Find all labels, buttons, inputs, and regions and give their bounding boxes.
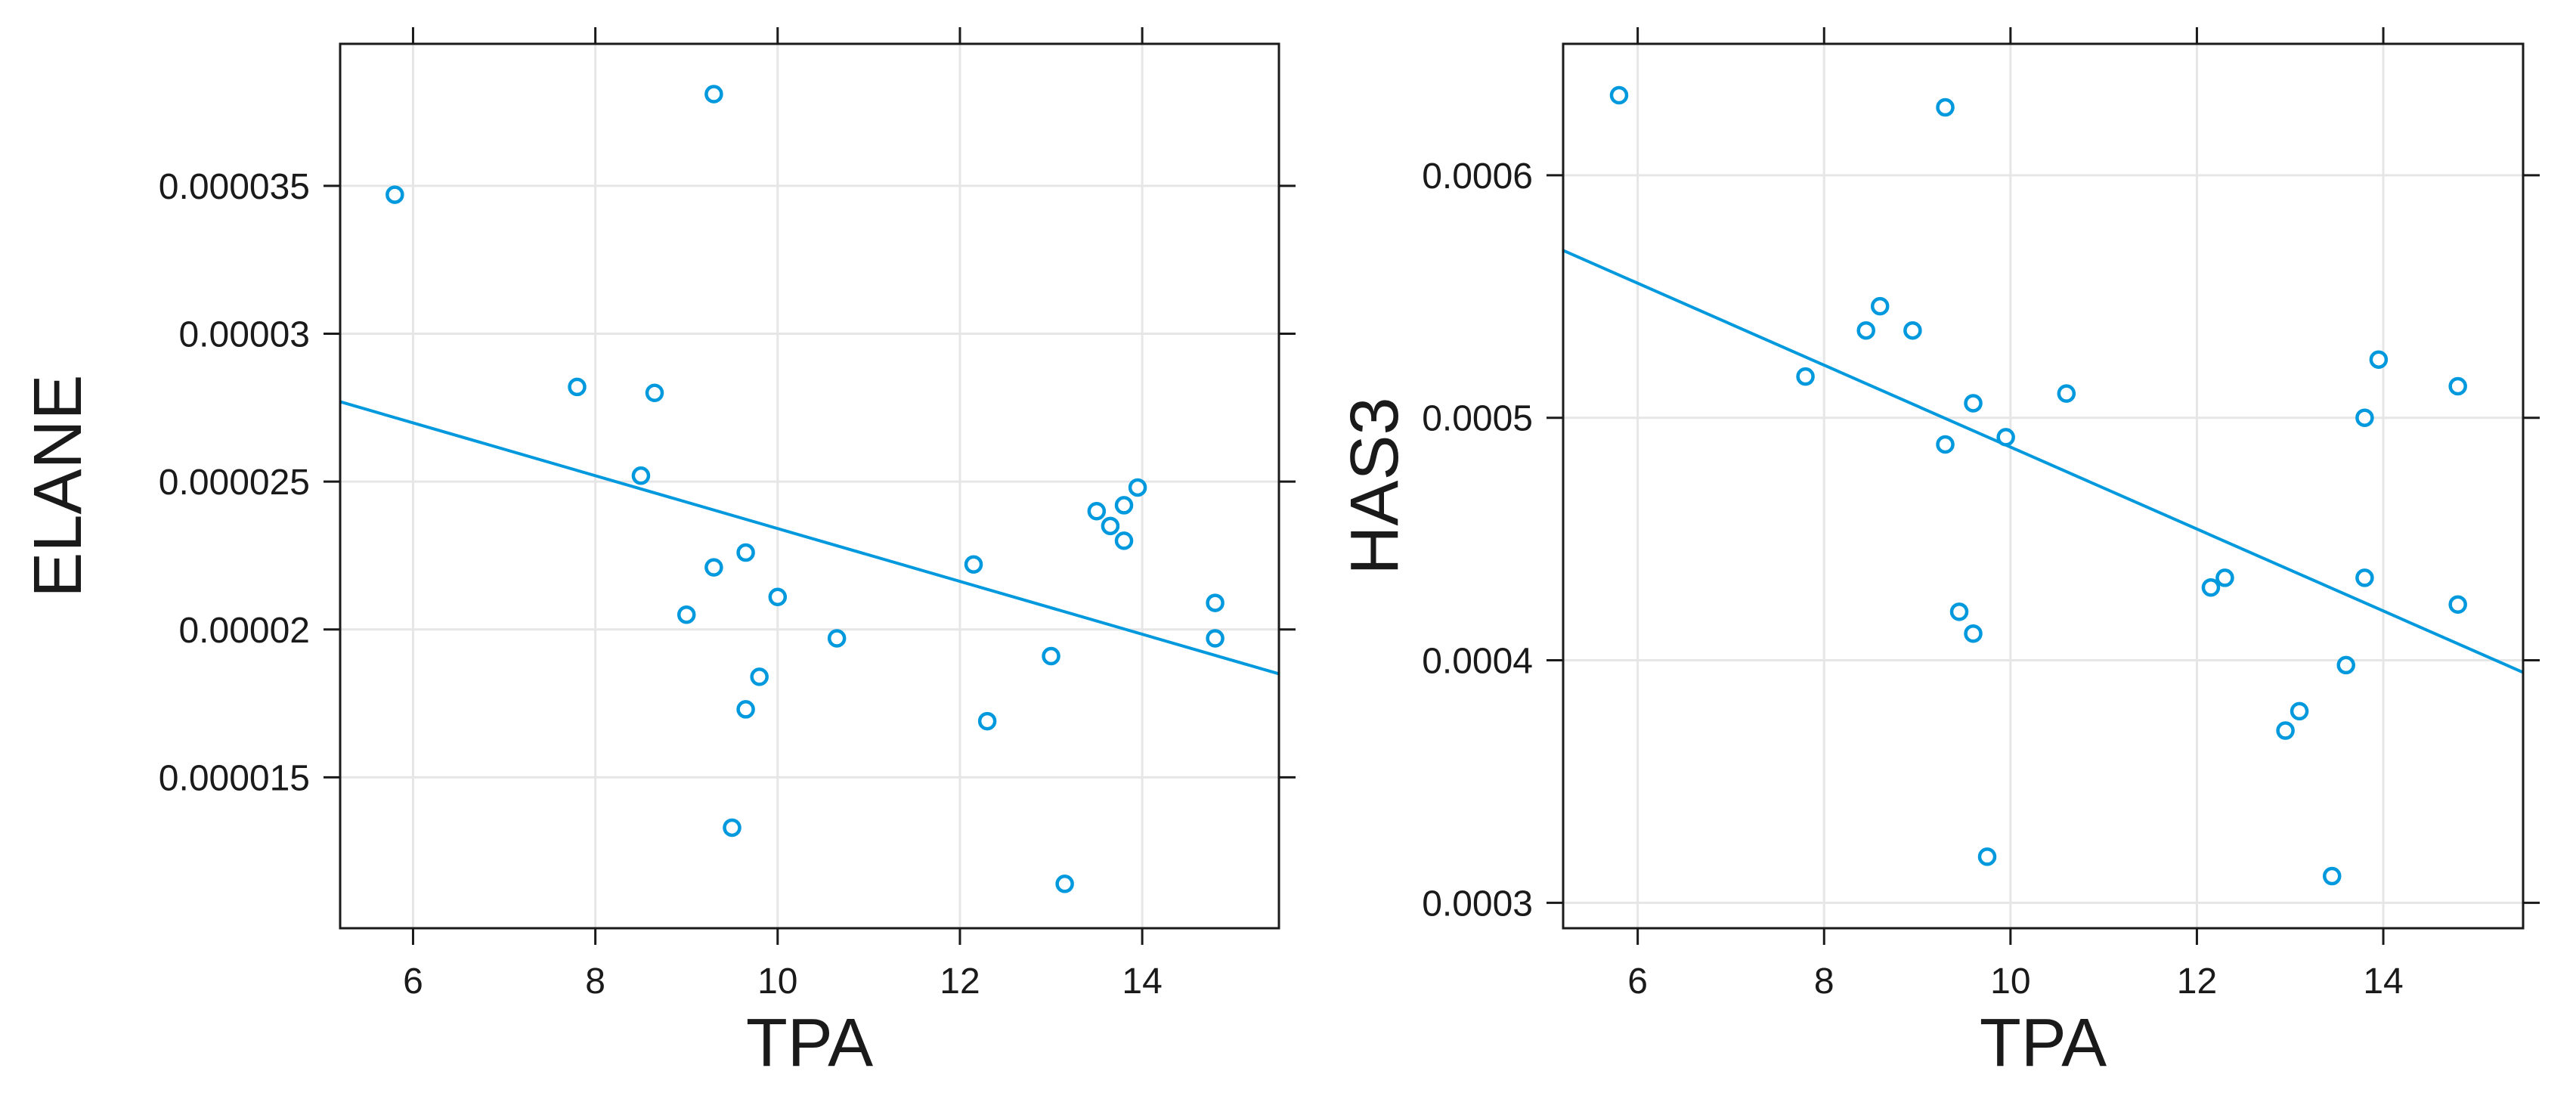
data-point (736, 543, 755, 562)
x-tick-label: 10 (757, 961, 797, 1002)
y-axis-label: ELANE (20, 374, 96, 597)
y-tick-label: 0.0003 (1422, 884, 1533, 924)
data-point (1206, 629, 1225, 648)
x-tick-label: 12 (2177, 961, 2217, 1002)
data-point (631, 466, 651, 485)
data-point (2057, 384, 2076, 403)
data-point (1609, 85, 1629, 105)
data-point (2369, 350, 2389, 369)
y-tick-label: 0.000035 (159, 167, 310, 207)
data-point (750, 667, 769, 686)
elane-panel: 6 8 10 12 14 0.000015 0.00002 0.000025 0.00003 0.… (20, 27, 1296, 1081)
data-point (1042, 646, 1060, 666)
data-point (964, 555, 983, 574)
x-tick-label: 8 (585, 961, 605, 1002)
data-point (1936, 98, 1955, 117)
data-point (2355, 408, 2374, 427)
y-tick-label: 0.0005 (1422, 399, 1533, 439)
x-axis-label: TPA (746, 1005, 873, 1081)
data-point (2201, 578, 2221, 597)
data-point (1128, 478, 1147, 497)
data-point (2322, 866, 2342, 886)
data-point (2276, 721, 2295, 740)
data-point (645, 383, 664, 402)
y-tick-label: 0.00003 (178, 314, 310, 355)
data-point (704, 558, 723, 577)
y-tick-label: 0.0004 (1422, 642, 1533, 682)
data-point (1206, 593, 1225, 612)
regression-line (339, 400, 1280, 676)
plot-frame (1562, 42, 2525, 930)
data-point (1977, 847, 1997, 866)
x-tick-label: 6 (403, 961, 423, 1002)
data-point (1101, 516, 1120, 536)
x-tick-label: 8 (1814, 961, 1834, 1002)
data-point (704, 85, 723, 104)
y-tick-label: 0.0006 (1422, 156, 1533, 197)
data-point (1903, 320, 1922, 340)
data-point (2290, 701, 2309, 721)
data-point (1114, 496, 1134, 515)
data-point (977, 711, 997, 731)
data-point (568, 377, 587, 397)
x-tick-label: 6 (1627, 961, 1648, 1002)
x-tick-label: 14 (2363, 961, 2403, 1002)
data-point (1964, 394, 1983, 413)
data-point (1114, 531, 1134, 550)
data-point (677, 605, 696, 624)
data-point (2355, 568, 2374, 587)
data-point (1996, 428, 2015, 447)
y-tick-label: 0.00002 (178, 611, 310, 651)
data-point (1055, 875, 1074, 893)
data-point (723, 818, 742, 838)
data-point (1087, 502, 1107, 521)
x-axis-label: TPA (1980, 1005, 2107, 1081)
y-axis-label: HAS3 (1337, 397, 1413, 574)
data-point (1856, 320, 1875, 340)
data-point (1949, 602, 1969, 621)
y-tick-label: 0.000025 (159, 463, 310, 503)
has3-panel: 6 8 10 12 14 0.0003 0.0004 0.0005 0.0006 TPA HAS… (1337, 27, 2540, 1081)
data-point (827, 629, 847, 648)
data-point (2448, 376, 2467, 396)
x-tick-label: 14 (1122, 961, 1162, 1002)
data-point (1964, 624, 1983, 643)
data-point (1870, 296, 1890, 316)
data-point (385, 185, 404, 204)
x-tick-label: 12 (940, 961, 980, 1002)
data-point (736, 700, 755, 719)
data-point (2448, 595, 2467, 614)
data-point (1796, 367, 1815, 386)
y-tick-label: 0.000015 (159, 758, 310, 798)
plot-frame (339, 42, 1280, 930)
data-point (768, 587, 788, 606)
data-point (2215, 568, 2234, 587)
x-tick-label: 10 (1990, 961, 2030, 1002)
regression-line (1562, 249, 2524, 674)
data-point (1936, 435, 1955, 454)
data-point (2336, 655, 2355, 675)
